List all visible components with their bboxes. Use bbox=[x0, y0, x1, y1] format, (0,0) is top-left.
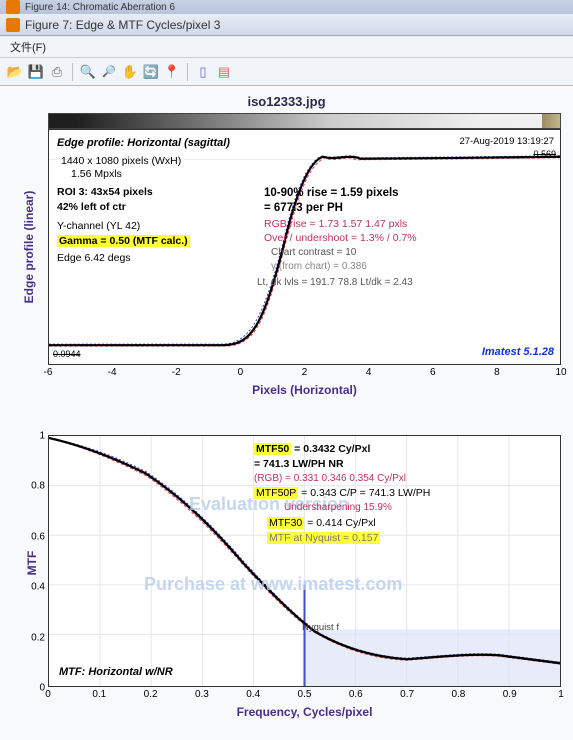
bg-title: Figure 14: Chromatic Aberration 6 bbox=[25, 2, 175, 13]
xtick: 0.6 bbox=[349, 689, 363, 700]
mtf-rgb: (RGB) = 0.331 0.346 0.354 Cy/Pxl bbox=[254, 472, 406, 486]
ytick: 0.8 bbox=[31, 481, 45, 492]
xtick: 4 bbox=[366, 367, 372, 378]
edge-mp: 1.56 Mpxls bbox=[71, 167, 122, 181]
mtf-xlabel: Frequency, Cycles/pixel bbox=[48, 705, 561, 719]
xtick: 0.7 bbox=[400, 689, 414, 700]
menubar: 文件(F) bbox=[0, 36, 573, 58]
open-icon[interactable]: 📂 bbox=[6, 63, 24, 81]
figure-title: iso12333.jpg bbox=[6, 94, 567, 109]
mtf-xticks: 0 0.1 0.2 0.3 0.4 0.5 0.6 0.7 0.8 0.9 1 bbox=[48, 687, 561, 703]
datacursor-icon[interactable]: 📍 bbox=[163, 63, 181, 81]
mtf50-line: MTF50 = 0.3432 Cy/Pxl bbox=[254, 442, 370, 456]
edge-overshoot: Over / undershoot = 1.3% / 0.7% bbox=[264, 231, 417, 245]
xtick: 0.8 bbox=[451, 689, 465, 700]
xtick: 0 bbox=[238, 367, 244, 378]
mtf30-line: MTF30 = 0.414 Cy/Pxl bbox=[267, 516, 376, 530]
mtf-bottom-label: MTF: Horizontal w/NR bbox=[59, 665, 173, 680]
mtf-panel: MTF Evaluation version bbox=[48, 435, 561, 715]
edge-xlabel: Pixels (Horizontal) bbox=[48, 383, 561, 397]
xtick: 0.9 bbox=[503, 689, 517, 700]
edge-ylabel: Edge profile (linear) bbox=[22, 187, 36, 307]
edge-leftctr: 42% left of ctr bbox=[57, 200, 126, 214]
zoom-out-icon[interactable]: 🔎 bbox=[100, 63, 118, 81]
nyquist-label: Nyquist f bbox=[302, 622, 339, 635]
window-title: Figure 7: Edge & MTF Cycles/pixel 3 bbox=[25, 18, 220, 32]
mtf-plot: MTF Evaluation version bbox=[48, 435, 561, 687]
xtick: 0.2 bbox=[144, 689, 158, 700]
figure-content: iso12333.jpg Edge profile (linear) Edge … bbox=[0, 86, 573, 740]
edge-gamma: Gamma = 0.50 (MTF calc.) bbox=[57, 234, 190, 248]
edge-heading: Edge profile: Horizontal (sagittal) bbox=[57, 136, 230, 151]
mtf-undersh: Undersharpening 15.9% bbox=[284, 501, 392, 515]
edge-rise2: = 677.3 per PH bbox=[264, 201, 343, 217]
mtf50-lw: = 741.3 LW/PH NR bbox=[254, 457, 344, 471]
edge-plot: Edge profile (linear) Edge profile: Hori… bbox=[48, 129, 561, 365]
mtf50p-line: MTF50P = 0.343 C/P = 741.3 LW/PH bbox=[254, 486, 430, 500]
xtick: 0.5 bbox=[298, 689, 312, 700]
app-icon bbox=[6, 0, 20, 14]
edge-gammachart: γ (from chart) = 0.386 bbox=[271, 260, 367, 274]
edge-rise1: 10-90% rise = 1.59 pixels bbox=[264, 186, 399, 202]
window-titlebar: Figure 7: Edge & MTF Cycles/pixel 3 bbox=[0, 14, 573, 36]
mtf-xaxis: 00.10.20.30.40.50.60.70.80.91 Frequency,… bbox=[48, 687, 561, 715]
app-icon bbox=[6, 18, 20, 32]
ytick: 0.2 bbox=[31, 632, 45, 643]
edge-xaxis: -6-4-20246810 Pixels (Horizontal) bbox=[48, 365, 561, 393]
edge-xticks: -6-4-20246810 bbox=[48, 365, 561, 381]
edge-panel: Edge profile (linear) Edge profile: Hori… bbox=[48, 113, 561, 393]
edge-val-hi: 0.569 bbox=[533, 148, 556, 160]
edge-contrast: Chart contrast = 10 bbox=[271, 246, 356, 260]
edge-ych: Y-channel (YL 42) bbox=[57, 219, 140, 233]
ytick: 0.4 bbox=[31, 582, 45, 593]
background-window-titlebar: Figure 14: Chromatic Aberration 6 bbox=[0, 0, 573, 14]
edge-val-lo: 0.0944 bbox=[53, 348, 81, 360]
xtick: -6 bbox=[44, 367, 53, 378]
ytick: 0 bbox=[39, 683, 45, 694]
edge-roi: ROI 3: 43x54 pixels bbox=[57, 185, 153, 199]
toolbar: 📂 💾 ⎙ 🔍 🔎 ✋ 🔄 📍 ▯ ▤ bbox=[0, 58, 573, 86]
xtick: -2 bbox=[172, 367, 181, 378]
xtick: 0.4 bbox=[246, 689, 260, 700]
edge-timestamp: 27-Aug-2019 13:19:27 bbox=[459, 136, 554, 149]
menu-file[interactable]: 文件(F) bbox=[10, 39, 46, 55]
xtick: 10 bbox=[555, 367, 566, 378]
xtick: 6 bbox=[430, 367, 436, 378]
xtick: 1 bbox=[558, 689, 564, 700]
edge-rgb: RGB rise = 1.73 1.57 1.47 pxls bbox=[264, 217, 407, 231]
insert-legend-icon[interactable]: ▤ bbox=[215, 63, 233, 81]
print-icon[interactable]: ⎙ bbox=[48, 63, 66, 81]
mtf-nyq: MTF at Nyquist = 0.157 bbox=[267, 531, 380, 545]
pan-icon[interactable]: ✋ bbox=[121, 63, 139, 81]
xtick: 2 bbox=[302, 367, 308, 378]
insert-colorbar-icon[interactable]: ▯ bbox=[194, 63, 212, 81]
mtf-ylabel: MTF bbox=[25, 548, 39, 578]
xtick: 0.3 bbox=[195, 689, 209, 700]
edge-deg: Edge 6.42 degs bbox=[57, 251, 131, 265]
rotate-icon[interactable]: 🔄 bbox=[142, 63, 160, 81]
xtick: 0 bbox=[45, 689, 51, 700]
gradient-bar bbox=[48, 113, 561, 129]
xtick: 8 bbox=[494, 367, 500, 378]
save-icon[interactable]: 💾 bbox=[27, 63, 45, 81]
imatest-version: Imatest 5.1.28 bbox=[482, 345, 554, 360]
xtick: -4 bbox=[108, 367, 117, 378]
ytick: 0.6 bbox=[31, 531, 45, 542]
xtick: 0.1 bbox=[92, 689, 106, 700]
ytick: 1 bbox=[39, 431, 45, 442]
zoom-in-icon[interactable]: 🔍 bbox=[79, 63, 97, 81]
edge-ltdk: Lt, dk lvls = 191.7 78.8 Lt/dk = 2.43 bbox=[257, 276, 413, 290]
